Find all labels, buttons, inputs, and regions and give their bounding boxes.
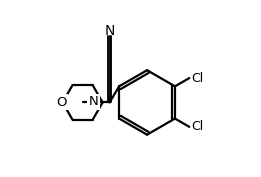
Text: O: O — [56, 96, 67, 109]
Text: N: N — [88, 95, 98, 108]
Text: Cl: Cl — [191, 120, 204, 133]
Text: Cl: Cl — [191, 72, 204, 85]
Text: N: N — [104, 24, 115, 38]
